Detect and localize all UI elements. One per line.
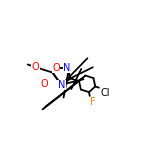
Text: O: O [31,62,39,72]
Text: O: O [52,63,60,73]
Text: N: N [58,80,65,90]
Text: Cl: Cl [100,88,110,98]
Text: O: O [40,79,48,89]
Text: F: F [90,97,96,107]
Text: N: N [63,63,71,73]
